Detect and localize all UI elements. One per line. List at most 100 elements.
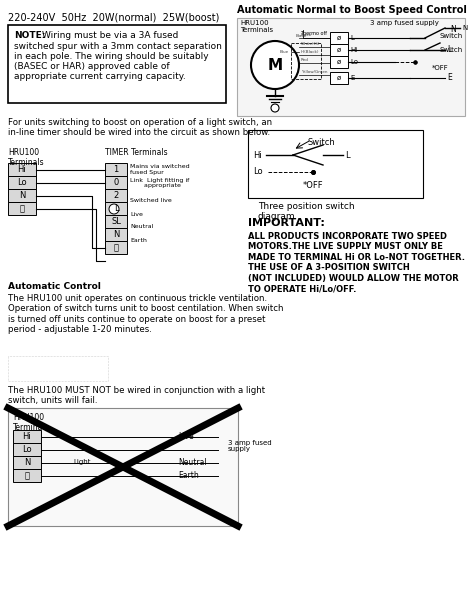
Text: switched spur with a 3mm contact separation: switched spur with a 3mm contact separat…: [14, 42, 222, 51]
Text: Live: Live: [178, 432, 193, 441]
Text: Neutral: Neutral: [178, 458, 207, 467]
Text: *OFF: *OFF: [303, 181, 324, 190]
Bar: [13, 469, 41, 482]
Bar: [330, 56, 348, 68]
Text: The HRU100 unit operates on continuous trickle ventilation.
Operation of switch : The HRU100 unit operates on continuous t…: [8, 294, 283, 334]
Text: ⏚: ⏚: [113, 243, 118, 252]
Text: Hi(Black): Hi(Black): [301, 50, 319, 54]
Text: Yellow/Green: Yellow/Green: [301, 70, 328, 74]
Text: 3 amp fused
supply: 3 amp fused supply: [228, 440, 272, 452]
Bar: [8, 163, 36, 176]
Text: Switched live: Switched live: [130, 199, 172, 204]
Bar: [8, 25, 226, 103]
Text: N: N: [113, 230, 119, 239]
Text: *OFF: *OFF: [432, 65, 449, 71]
Text: Mains via switched
fused Spur: Mains via switched fused Spur: [130, 164, 190, 175]
Bar: [13, 443, 41, 456]
Text: Blue: Blue: [280, 50, 289, 54]
Text: ø: ø: [337, 75, 341, 81]
Bar: [105, 189, 127, 202]
Text: Lo: Lo: [350, 59, 358, 65]
Text: N: N: [450, 25, 456, 34]
Text: Earth: Earth: [130, 239, 147, 243]
Text: ø: ø: [337, 35, 341, 41]
Text: 2: 2: [113, 191, 118, 200]
Bar: [330, 32, 348, 44]
Bar: [248, 130, 423, 198]
Bar: [13, 430, 41, 443]
Text: HRU100
Terminals: HRU100 Terminals: [8, 148, 45, 167]
Text: Automatic Control: Automatic Control: [8, 282, 101, 291]
Text: Hi: Hi: [253, 150, 262, 159]
Text: ⏚: ⏚: [25, 471, 29, 480]
Text: NOTE:: NOTE:: [14, 31, 46, 40]
Text: Switch: Switch: [440, 47, 463, 53]
Text: HRU100
Terminals: HRU100 Terminals: [240, 20, 273, 33]
Text: Light: Light: [73, 459, 91, 465]
Text: E: E: [350, 75, 355, 81]
Bar: [8, 408, 238, 526]
Text: Lo: Lo: [17, 178, 27, 187]
Text: Black: Black: [296, 34, 307, 38]
Bar: [8, 202, 36, 215]
Text: Lo: Lo: [22, 445, 32, 454]
Text: ⏚: ⏚: [19, 204, 25, 213]
Text: M: M: [267, 57, 283, 72]
Circle shape: [251, 41, 299, 89]
Text: Wiring must be via a 3A fused: Wiring must be via a 3A fused: [42, 31, 178, 40]
Text: L: L: [345, 150, 350, 159]
Text: Earth: Earth: [178, 471, 199, 480]
Text: The HRU100 MUST NOT be wired in conjunction with a light
switch, units will fail: The HRU100 MUST NOT be wired in conjunct…: [8, 386, 265, 405]
Text: ø: ø: [337, 59, 341, 65]
Text: N: N: [24, 458, 30, 467]
Text: HRU100
Terminals: HRU100 Terminals: [13, 413, 50, 432]
Bar: [105, 202, 127, 215]
Text: (BASEC or HAR) approved cable of: (BASEC or HAR) approved cable of: [14, 62, 170, 71]
Text: Switch: Switch: [308, 138, 336, 147]
Text: Black: Black: [301, 33, 312, 37]
Text: in each pole. The wiring should be suitably: in each pole. The wiring should be suita…: [14, 52, 209, 61]
Text: Lo: Lo: [253, 167, 263, 176]
Circle shape: [271, 104, 279, 112]
Bar: [291, 43, 321, 79]
Text: 0: 0: [113, 178, 118, 187]
Bar: [105, 163, 127, 176]
Text: Red: Red: [301, 58, 309, 62]
Circle shape: [109, 204, 119, 214]
Text: IMPORTANT:: IMPORTANT:: [248, 218, 325, 228]
Text: ALL PRODUCTS INCORPORATE TWO SPEED
MOTORS.THE LIVE SUPPLY MUST ONLY BE
MADE TO T: ALL PRODUCTS INCORPORATE TWO SPEED MOTOR…: [248, 232, 465, 293]
Bar: [13, 456, 41, 469]
Text: L: L: [114, 204, 118, 213]
Text: TIMER Terminals: TIMER Terminals: [105, 148, 168, 157]
Text: Automatic Normal to Boost Speed Control: Automatic Normal to Boost Speed Control: [237, 5, 467, 15]
Text: For units switching to boost on operation of a light switch, an
in-line timer sh: For units switching to boost on operatio…: [8, 118, 272, 137]
Text: L: L: [447, 45, 451, 54]
Text: 220-240V  50Hz  20W(normal)  25W(boost): 220-240V 50Hz 20W(normal) 25W(boost): [8, 12, 219, 22]
Bar: [105, 215, 127, 228]
Text: Hi: Hi: [23, 432, 31, 441]
Text: 3 amp fused supply: 3 amp fused supply: [370, 20, 439, 26]
Text: appropriate current carrying capacity.: appropriate current carrying capacity.: [14, 72, 186, 81]
Text: Switch: Switch: [440, 33, 463, 39]
Text: Neutral: Neutral: [130, 225, 154, 230]
Bar: [8, 356, 108, 381]
Text: 1: 1: [113, 165, 118, 174]
Bar: [330, 72, 348, 84]
Text: Link  Light fitting if
       appropriate: Link Light fitting if appropriate: [130, 178, 189, 188]
Text: Live: Live: [130, 211, 143, 216]
Text: Hi: Hi: [18, 165, 27, 174]
Text: White(Hi): White(Hi): [301, 42, 320, 46]
Bar: [105, 176, 127, 189]
Text: ø: ø: [337, 47, 341, 53]
Bar: [105, 241, 127, 254]
Bar: [8, 189, 36, 202]
Text: N: N: [462, 25, 467, 31]
Text: Three position switch
diagram: Three position switch diagram: [258, 202, 355, 222]
Text: E: E: [447, 74, 452, 83]
Bar: [330, 44, 348, 56]
Bar: [105, 228, 127, 241]
Text: N: N: [19, 191, 25, 200]
Text: Thermo off: Thermo off: [300, 31, 327, 36]
Text: L: L: [350, 35, 354, 41]
Bar: [237, 18, 465, 116]
